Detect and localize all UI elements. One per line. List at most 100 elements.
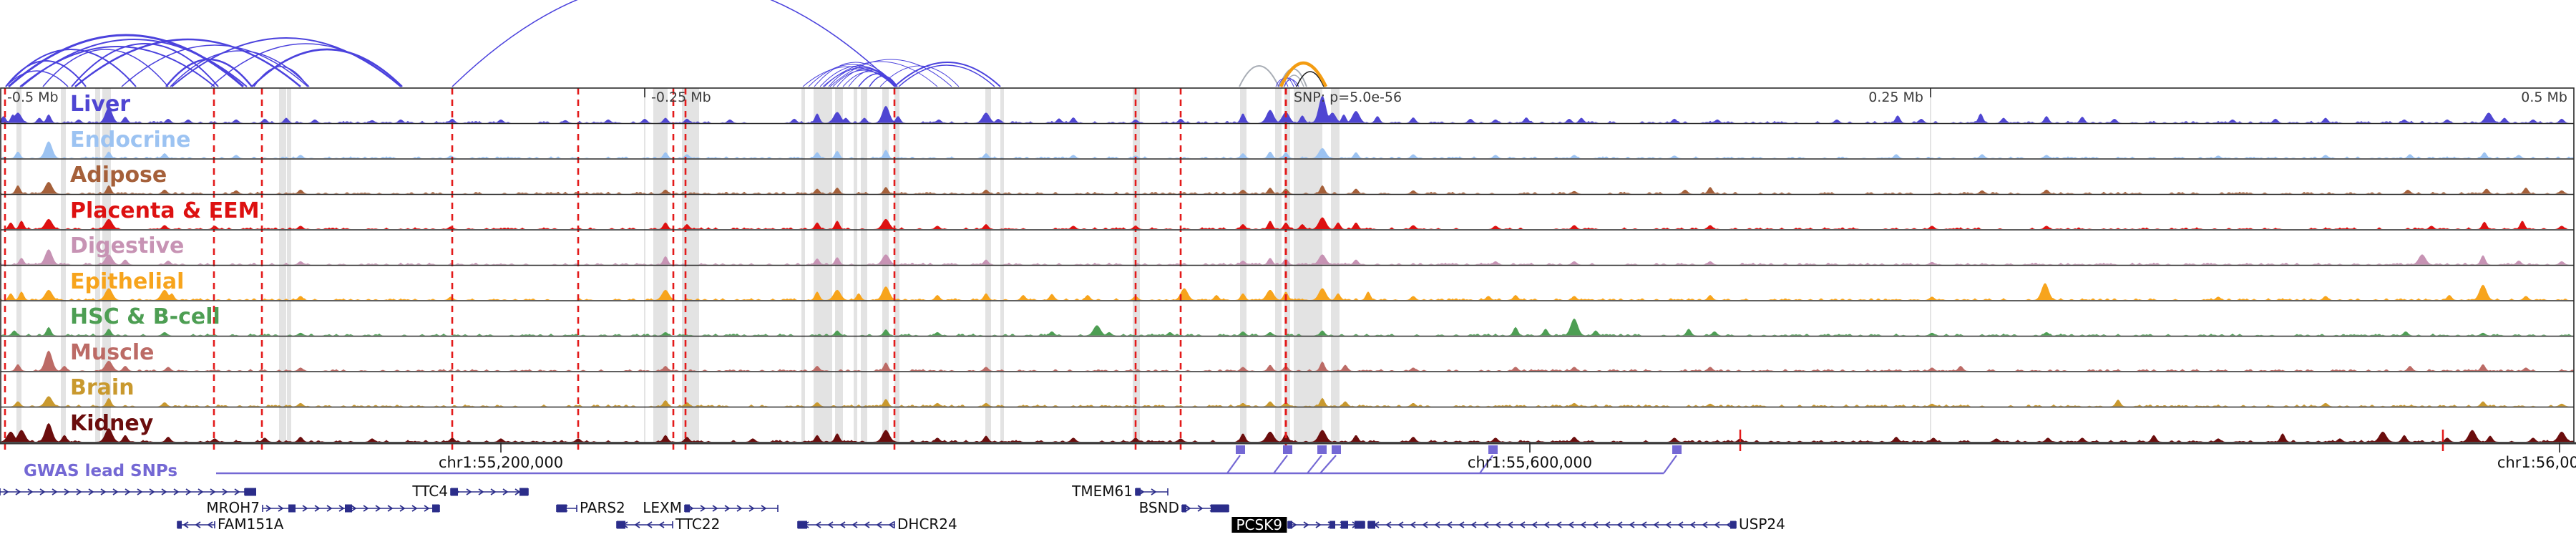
interaction-arc[interactable] (1279, 62, 1328, 87)
gene-exon (1211, 504, 1229, 513)
interaction-arc[interactable] (42, 49, 169, 87)
lead-snp-marker[interactable] (1283, 445, 1292, 454)
lead-snp-marker[interactable] (1488, 445, 1498, 454)
gene-label-lexm[interactable]: LEXM (643, 499, 682, 516)
gene-exon (245, 488, 256, 496)
track-signal-placenta-eem[interactable] (0, 217, 2575, 229)
interaction-arc[interactable] (171, 37, 401, 87)
interaction-arc[interactable] (858, 73, 897, 87)
strand-arrow-icon (125, 488, 131, 495)
track-label: Brain (70, 375, 135, 400)
interaction-arc[interactable] (824, 68, 895, 87)
gene-label-mroh7[interactable]: MROH7 (206, 499, 260, 516)
strand-arrow-icon (1303, 521, 1309, 528)
strand-arrow-icon (112, 488, 119, 495)
interaction-arc[interactable] (121, 44, 308, 87)
interaction-arc[interactable] (5, 70, 69, 87)
strand-arrow-icon (502, 488, 509, 495)
strand-arrow-icon (1543, 521, 1550, 528)
gene-label-tmem61[interactable]: TMEM61 (1072, 483, 1133, 500)
track-signal-liver[interactable] (0, 95, 2575, 123)
gene-exon (451, 488, 458, 496)
interaction-arc[interactable] (1283, 79, 1299, 87)
strand-arrow-icon (326, 505, 333, 512)
strand-arrow-icon (1458, 521, 1465, 528)
ruler-label: -0.5 Mb (7, 90, 59, 105)
lead-snp-connector (1479, 455, 1493, 474)
strand-arrow-icon (827, 521, 834, 528)
strand-arrow-icon (1397, 521, 1404, 528)
lead-snp-marker[interactable] (1236, 445, 1245, 454)
gene-label-usp24[interactable]: USP24 (1739, 516, 1785, 533)
track-signal-digestive[interactable] (0, 249, 2575, 265)
ruler-label: 0.5 Mb (2521, 90, 2567, 105)
strand-arrow-icon (185, 488, 192, 495)
gene-label-pars2[interactable]: PARS2 (580, 499, 625, 516)
interaction-arc[interactable] (251, 48, 403, 87)
interaction-arc[interactable] (898, 64, 995, 87)
strand-arrow-icon (15, 488, 21, 495)
track-signal-epithelial[interactable] (0, 283, 2575, 300)
track-label: Muscle (70, 339, 155, 365)
gene-label-ttc22[interactable]: TTC22 (675, 516, 721, 533)
interaction-arc[interactable] (879, 65, 960, 87)
strand-arrow-icon (1483, 521, 1489, 528)
interaction-arc[interactable] (210, 43, 401, 87)
lead-snp-marker[interactable] (1317, 445, 1327, 454)
track-label: Kidney (70, 410, 154, 436)
strand-arrow-icon (839, 521, 846, 528)
strand-arrow-icon (195, 521, 201, 528)
gene-exon (288, 504, 296, 513)
track-signal-adipose[interactable] (0, 181, 2575, 194)
strand-arrow-icon (748, 505, 755, 512)
track-signal-brain[interactable] (0, 396, 2575, 407)
strand-arrow-icon (466, 488, 472, 495)
interaction-arc[interactable] (842, 71, 897, 87)
strand-arrow-icon (490, 488, 497, 495)
interaction-arc[interactable] (1296, 71, 1324, 87)
strand-arrow-icon (1470, 521, 1477, 528)
strand-arrow-icon (1197, 505, 1204, 512)
interaction-arc[interactable] (170, 50, 310, 87)
strand-arrow-icon (1665, 521, 1672, 528)
lead-snp-marker[interactable] (1332, 445, 1341, 454)
gene-exon (1182, 504, 1186, 513)
interaction-arc[interactable] (832, 69, 896, 87)
strand-arrow-icon (363, 505, 369, 512)
interaction-arc[interactable] (21, 39, 248, 87)
strand-arrow-icon (1556, 521, 1562, 528)
strand-arrow-icon (265, 505, 272, 512)
ruler-label: -0.25 Mb (651, 90, 711, 105)
strand-arrow-icon (173, 488, 180, 495)
strand-arrow-icon (876, 521, 882, 528)
strand-arrow-icon (1385, 521, 1392, 528)
interaction-arc[interactable] (8, 34, 244, 88)
lead-snp-connector (1226, 455, 1241, 474)
gene-label-bsnd[interactable]: BSND (1138, 499, 1179, 516)
gene-label-dhcr24[interactable]: DHCR24 (897, 516, 957, 533)
interaction-arc[interactable] (74, 38, 301, 87)
lead-snp-marker[interactable] (1672, 445, 1682, 454)
strand-arrow-icon (1689, 521, 1696, 528)
interaction-arc[interactable] (253, 66, 308, 87)
interaction-arc[interactable] (1239, 65, 1279, 87)
interaction-arc[interactable] (829, 59, 952, 87)
strand-arrow-icon (3, 488, 9, 495)
gene-label-ttc4[interactable]: TTC4 (412, 483, 448, 500)
strand-arrow-icon (1434, 521, 1440, 528)
gene-label-pcsk9[interactable]: PCSK9 (1231, 517, 1287, 533)
track-signal-kidney[interactable] (0, 422, 2575, 442)
interaction-arc[interactable] (71, 43, 219, 87)
track-label: Digestive (70, 233, 185, 258)
strand-arrow-icon (1185, 505, 1191, 512)
interaction-arc[interactable] (822, 61, 938, 87)
interaction-arc[interactable] (894, 62, 1001, 87)
interaction-arc[interactable] (5, 49, 137, 87)
track-signal-endocrine[interactable] (0, 141, 2575, 158)
gene-label-fam151a[interactable]: FAM151A (218, 516, 284, 533)
gene-exon (685, 504, 690, 513)
interaction-arc[interactable] (869, 75, 898, 87)
interaction-arc[interactable] (452, 0, 897, 87)
strand-arrow-icon (39, 488, 46, 495)
